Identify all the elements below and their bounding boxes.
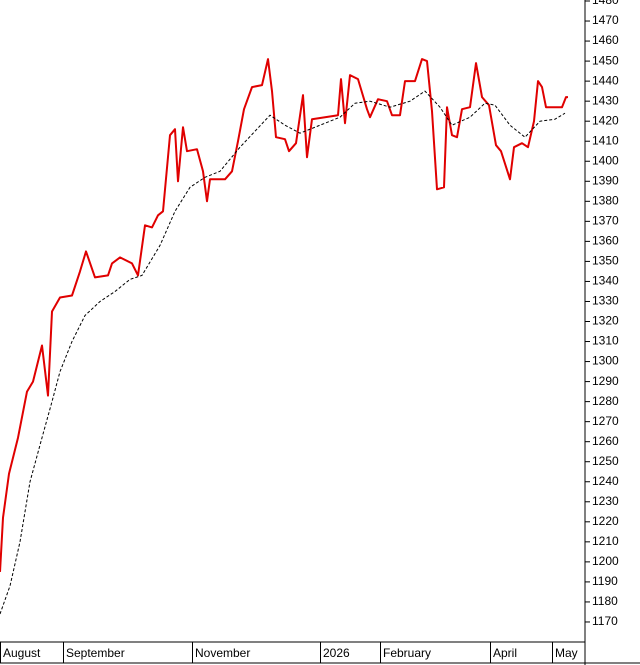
y-tick-label: 1210 — [592, 534, 619, 548]
y-tick-label: 1190 — [592, 574, 618, 588]
y-tick-label: 1470 — [592, 13, 619, 27]
y-tick-label: 1400 — [592, 153, 619, 167]
y-tick-label: 1170 — [592, 614, 618, 628]
y-tick-label: 1350 — [592, 254, 619, 268]
y-tick-label: 1410 — [592, 133, 619, 147]
y-tick-label: 1330 — [592, 294, 619, 308]
y-tick-label: 1200 — [592, 554, 619, 568]
price-line — [0, 58, 568, 572]
y-tick-label: 1450 — [592, 53, 619, 67]
y-tick-label: 1390 — [592, 173, 619, 187]
y-tick-label: 1260 — [592, 434, 619, 448]
y-tick-label: 1430 — [592, 93, 619, 107]
y-tick-label: 1220 — [592, 514, 619, 528]
y-tick-label: 1460 — [592, 33, 619, 47]
y-tick-label: 1280 — [592, 394, 619, 408]
y-tick-label: 1250 — [592, 454, 619, 468]
price-line — [0, 90, 566, 615]
y-tick-label: 1420 — [592, 113, 619, 127]
y-tick-label: 1370 — [592, 214, 619, 228]
y-tick-label: 1270 — [592, 414, 619, 428]
y-tick-label: 1180 — [592, 594, 618, 608]
y-tick-label: 1440 — [592, 73, 619, 87]
y-tick-label: 1340 — [592, 274, 619, 288]
x-tick-label: August — [3, 646, 41, 660]
y-tick-label: 1380 — [592, 193, 619, 207]
plot-area — [0, 0, 585, 642]
x-tick-label: 2026 — [323, 646, 350, 660]
y-tick-label: 1480 — [592, 0, 619, 7]
y-tick-label: 1240 — [592, 474, 619, 488]
x-tick-label: May — [555, 646, 578, 660]
y-tick-label: 1300 — [592, 354, 619, 368]
y-tick-label: 1290 — [592, 374, 619, 388]
y-tick-label: 1310 — [592, 334, 619, 348]
y-tick-label: 1360 — [592, 234, 619, 248]
x-tick-label: April — [493, 646, 517, 660]
x-tick-label: February — [383, 646, 431, 660]
y-tick-label: 1320 — [592, 314, 619, 328]
x-tick-label: September — [66, 646, 125, 660]
y-tick-label: 1230 — [592, 494, 619, 508]
x-tick-label: November — [195, 646, 250, 660]
